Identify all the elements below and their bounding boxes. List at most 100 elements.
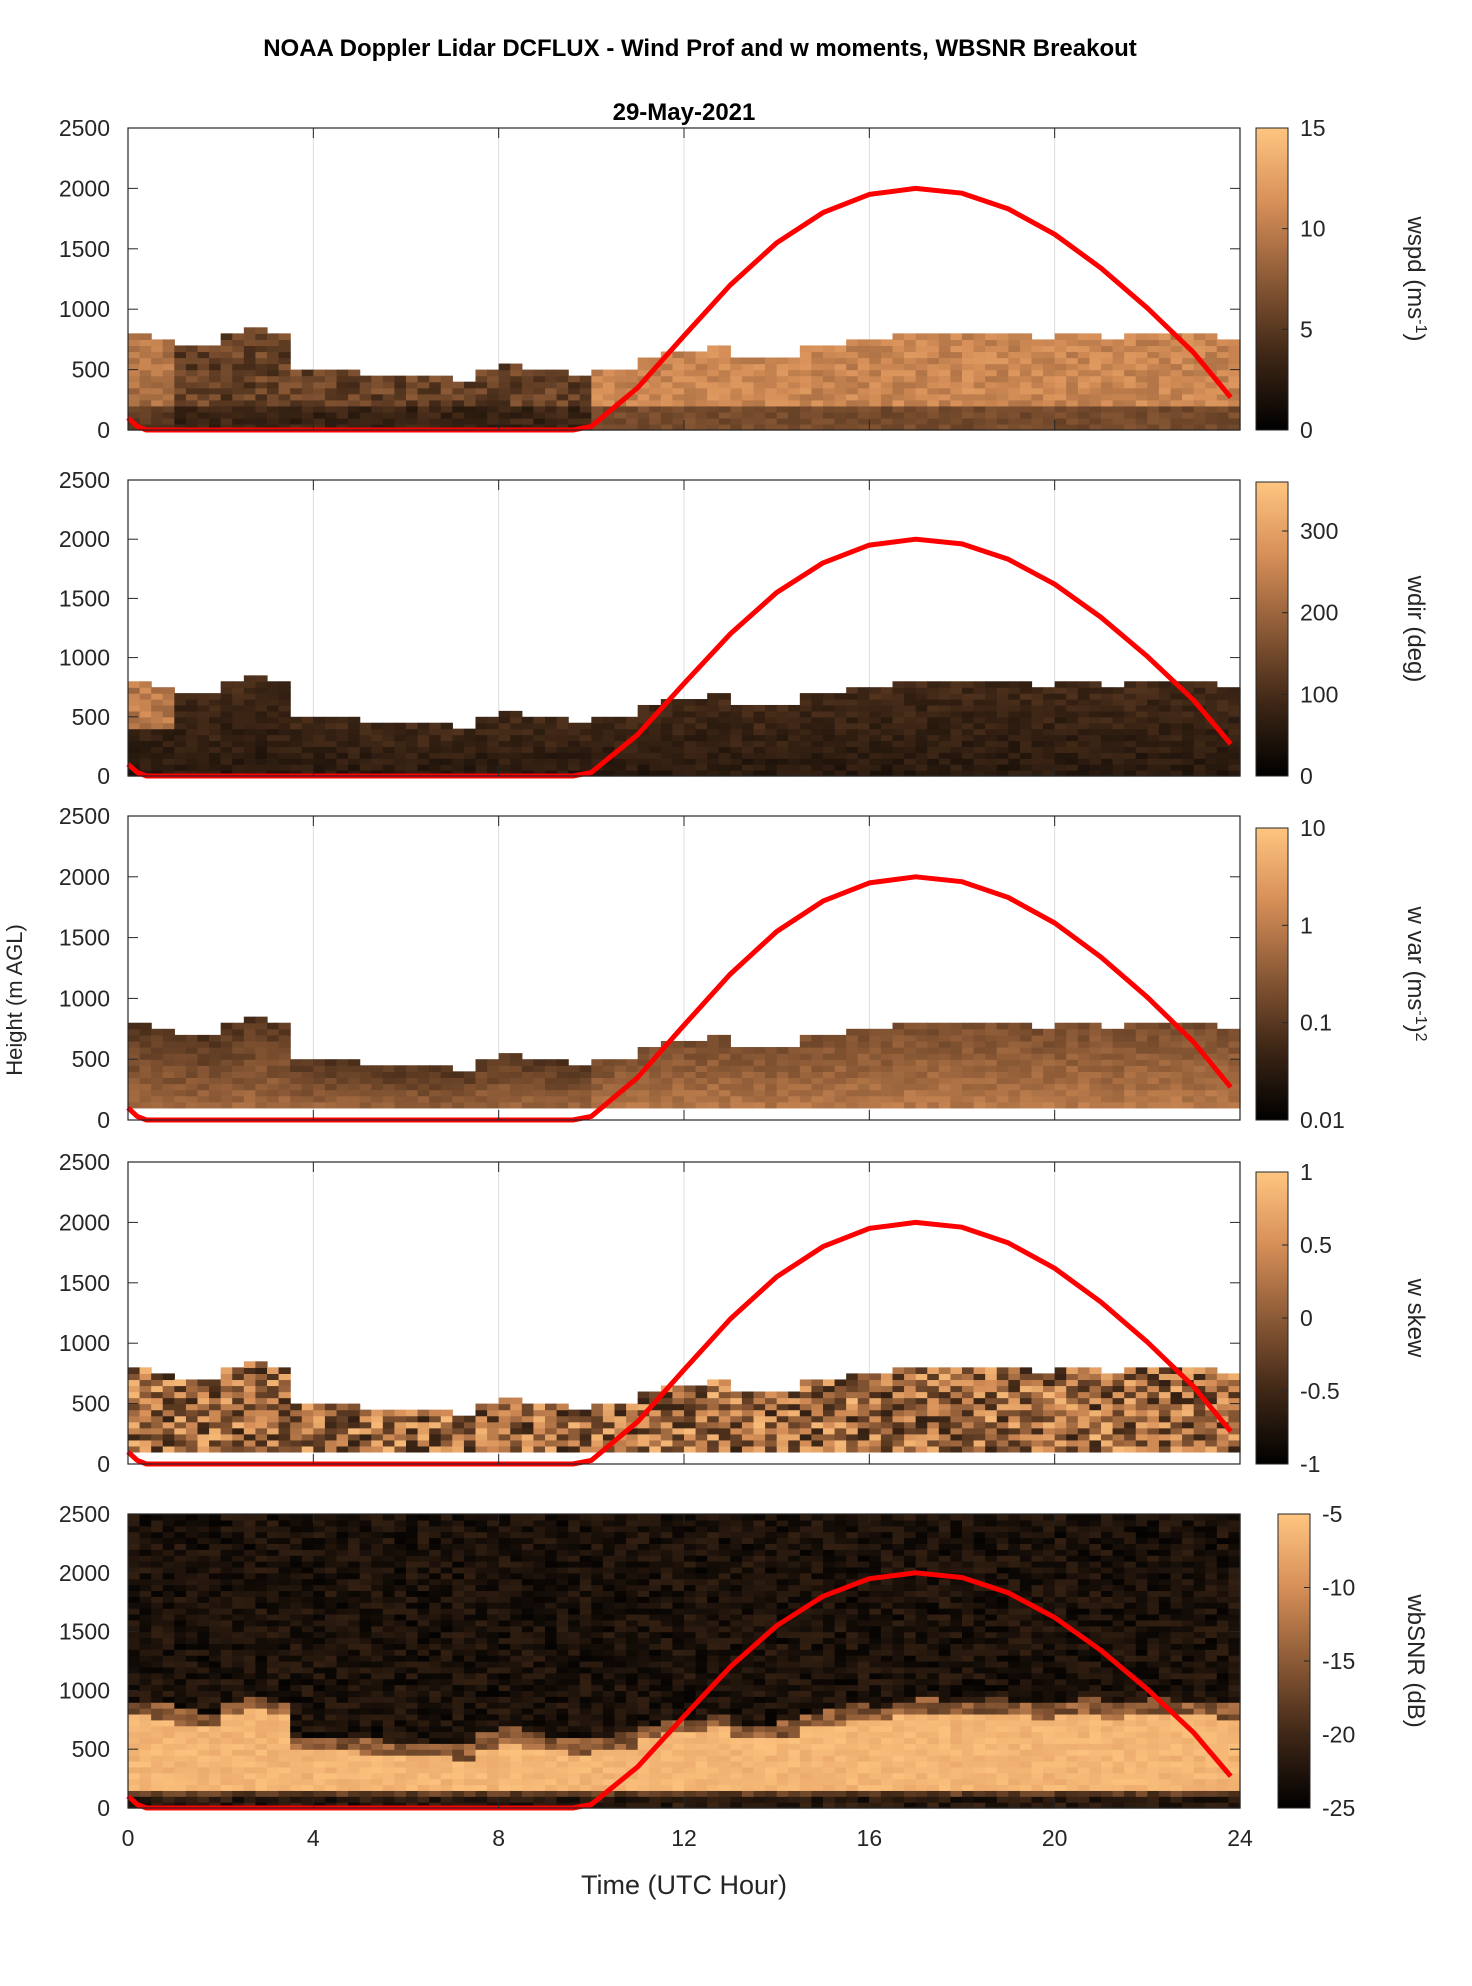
heatmap-cell: [348, 1083, 361, 1091]
heatmap-cell: [614, 393, 627, 401]
heatmap-cell: [753, 1089, 766, 1097]
heatmap-cell: [799, 393, 813, 401]
heatmap-cell: [545, 746, 558, 753]
heatmap-cell: [776, 381, 789, 389]
heatmap-cell: [1008, 710, 1021, 718]
heatmap-cell: [301, 1089, 314, 1097]
heatmap-cell: [510, 423, 523, 431]
heatmap-cell: [278, 423, 291, 431]
heatmap-cell: [220, 693, 233, 700]
heatmap-cell: [1216, 1397, 1230, 1405]
heatmap-cell: [938, 1409, 952, 1417]
heatmap-cell: [869, 1071, 882, 1079]
heatmap-cell: [359, 734, 372, 742]
heatmap-cell: [545, 1433, 558, 1441]
heatmap-cell: [162, 1445, 175, 1453]
heatmap-cell: [857, 740, 870, 747]
heatmap-cell: [162, 1059, 175, 1066]
heatmap-cell: [162, 746, 175, 753]
heatmap-cell: [1170, 1040, 1183, 1048]
heatmap-cell: [776, 369, 789, 377]
heatmap-cell: [1193, 1445, 1206, 1453]
heatmap-cell: [973, 405, 986, 413]
heatmap-cell: [579, 1433, 592, 1441]
heatmap-cell: [1008, 758, 1021, 765]
heatmap-cell: [324, 728, 338, 736]
heatmap-cell: [1170, 722, 1183, 730]
heatmap-cell: [614, 1415, 627, 1423]
heatmap-cell: [220, 1397, 233, 1405]
heatmap-cell: [927, 716, 940, 724]
heatmap-cell: [185, 722, 199, 730]
heatmap-cell: [1066, 722, 1079, 730]
heatmap-cell: [255, 405, 268, 413]
heatmap-cell: [927, 764, 940, 771]
heatmap-cell: [1066, 1101, 1079, 1109]
heatmap-cell: [672, 1059, 685, 1066]
heatmap-cell: [950, 716, 963, 724]
heatmap-cell: [1043, 417, 1056, 425]
heatmap-cell: [139, 1784, 152, 1791]
heatmap-cell: [1228, 1397, 1241, 1405]
heatmap-cell: [1008, 740, 1021, 747]
heatmap-cell: [336, 1059, 349, 1066]
heatmap-cell: [753, 704, 766, 712]
heatmap-cell: [1077, 752, 1091, 759]
heatmap-cell: [1158, 1409, 1172, 1417]
heatmap-cell: [927, 1040, 940, 1048]
heatmap-cell: [1066, 411, 1079, 419]
colorbar-tick-label: 0.5: [1300, 1232, 1332, 1258]
heatmap-cell: [1124, 1409, 1137, 1417]
heatmap-cell: [1008, 752, 1021, 759]
heatmap-cell: [128, 1089, 141, 1097]
heatmap-cell: [684, 752, 697, 759]
heatmap-cell: [1031, 1028, 1044, 1036]
heatmap-cell: [301, 1445, 314, 1453]
heatmap-cell: [996, 1065, 1009, 1072]
heatmap-cell: [904, 345, 917, 353]
heatmap-cell: [1054, 710, 1067, 718]
heatmap-cell: [915, 1385, 928, 1393]
heatmap-cell: [1193, 1397, 1206, 1405]
heatmap-cell: [151, 393, 164, 401]
heatmap-cell: [429, 728, 442, 736]
heatmap-cell: [892, 704, 905, 712]
heatmap-cell: [1077, 704, 1091, 712]
heatmap-cell: [267, 722, 280, 730]
heatmap-cell: [985, 411, 998, 419]
heatmap-cell: [799, 1034, 813, 1042]
heatmap-cell: [672, 740, 685, 747]
heatmap-cell: [1066, 716, 1079, 724]
heatmap-cell: [1182, 1071, 1195, 1079]
heatmap-cell: [1008, 417, 1021, 425]
heatmap-cell: [1031, 1077, 1044, 1085]
heatmap-cell: [869, 387, 882, 395]
heatmap-cell: [139, 1077, 152, 1085]
heatmap-cell: [718, 1379, 731, 1387]
heatmap-cell: [255, 716, 268, 724]
heatmap-cell: [823, 399, 836, 407]
heatmap-cell: [649, 375, 662, 383]
heatmap-cell: [336, 1409, 349, 1417]
heatmap-cell: [869, 740, 882, 747]
heatmap-cell: [1043, 1101, 1056, 1109]
heatmap-cell: [823, 746, 836, 753]
heatmap-cell: [1101, 770, 1114, 777]
heatmap-cell: [197, 357, 210, 365]
heatmap-cell: [452, 1421, 465, 1429]
heatmap-cell: [730, 758, 743, 765]
heatmap-cell: [1008, 393, 1021, 401]
heatmap-cell: [880, 375, 894, 383]
heatmap-cell: [1216, 1379, 1230, 1387]
heatmap-cell: [139, 1391, 152, 1399]
heatmap-cell: [382, 1421, 396, 1429]
heatmap-cell: [753, 1059, 766, 1066]
heatmap-cell: [996, 1089, 1009, 1097]
heatmap-cell: [938, 1047, 952, 1054]
heatmap-cell: [278, 716, 291, 724]
heatmap-cell: [1077, 1391, 1091, 1399]
heatmap-cell: [962, 728, 975, 736]
heatmap-cell: [1158, 704, 1172, 712]
heatmap-cell: [463, 1101, 477, 1109]
heatmap-cell: [1101, 746, 1114, 753]
